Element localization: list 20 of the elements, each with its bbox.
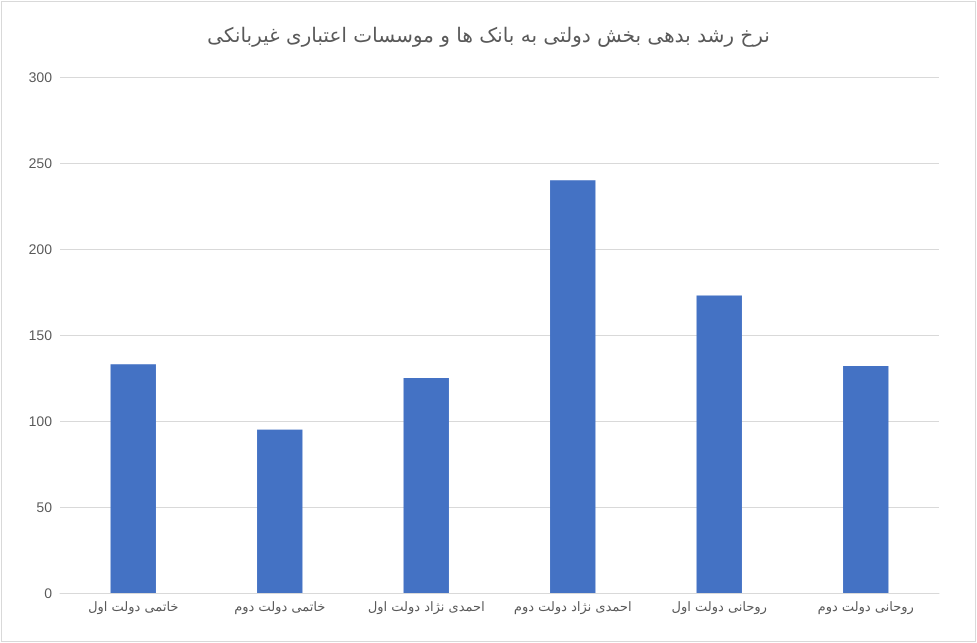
- bar: [550, 180, 596, 593]
- x-tick-label: احمدی نژاد دولت دوم: [514, 600, 632, 615]
- bar: [843, 366, 888, 593]
- x-tick-label: خاتمی دولت دوم: [234, 600, 326, 615]
- x-tick-label: خاتمی دولت اول: [88, 600, 178, 615]
- chart-title: نرخ رشد بدهی بخش دولتی به بانک ها و موسسات اعتباری غیربانکی: [207, 23, 770, 47]
- y-tick-label: 250: [28, 155, 52, 171]
- x-tick-label: روحانی دولت دوم: [818, 600, 914, 615]
- y-tick-label: 300: [28, 69, 52, 85]
- bar: [696, 295, 742, 593]
- y-tick-label: 100: [28, 413, 52, 429]
- y-tick-label: 50: [36, 499, 52, 515]
- y-tick-label: 0: [44, 585, 52, 601]
- y-tick-label: 150: [28, 327, 52, 343]
- x-tick-label: احمدی نژاد دولت اول: [368, 600, 485, 615]
- bar: [404, 378, 449, 593]
- bar: [257, 430, 302, 593]
- bar: [110, 364, 156, 593]
- y-tick-label: 200: [28, 241, 52, 257]
- x-tick-label: روحانی دولت اول: [672, 600, 767, 615]
